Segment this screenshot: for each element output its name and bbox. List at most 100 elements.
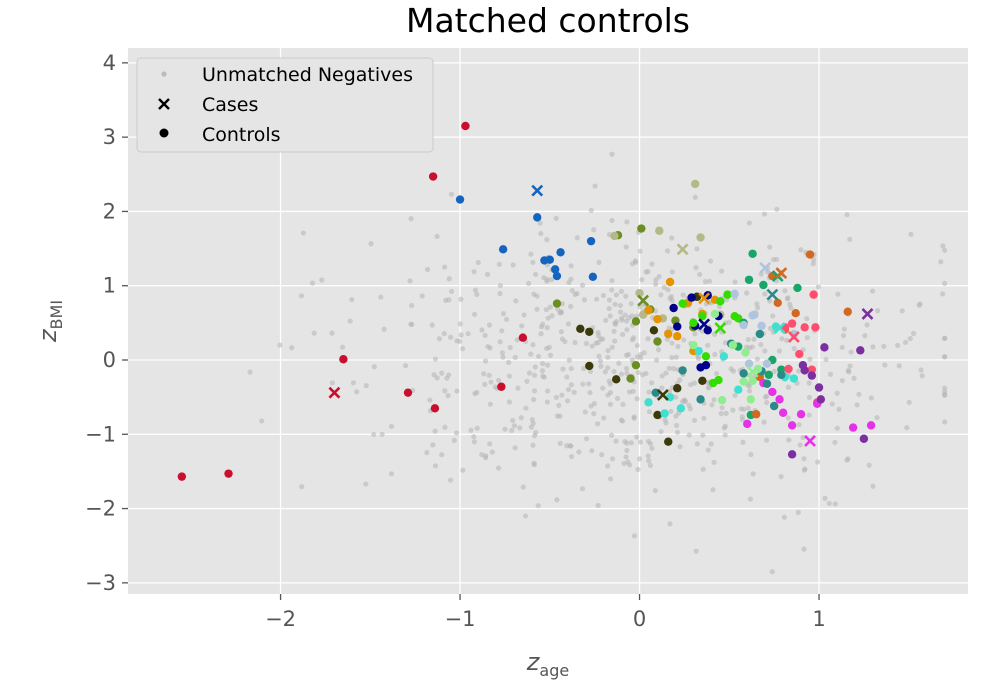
control-point — [552, 271, 562, 281]
unmatched-negative-point — [430, 442, 436, 448]
unmatched-negative-point — [595, 421, 601, 427]
control-point — [773, 298, 782, 307]
unmatched-negative-point — [623, 293, 629, 299]
unmatched-negative-point — [289, 345, 295, 351]
unmatched-negative-point — [942, 247, 948, 253]
unmatched-negative-point — [713, 371, 720, 377]
unmatched-negative-point — [479, 451, 485, 458]
unmatched-negative-point — [666, 365, 672, 371]
unmatched-negative-point — [881, 343, 887, 350]
unmatched-negative-point — [555, 306, 561, 312]
y-tick-label: 4 — [103, 51, 116, 75]
case-point — [328, 386, 341, 399]
unmatched-negative-point — [700, 466, 706, 472]
unmatched-negative-point — [730, 407, 736, 413]
unmatched-negative-point — [537, 220, 543, 226]
control-point — [784, 364, 793, 374]
unmatched-negative-point — [665, 287, 671, 293]
unmatched-negative-point — [674, 429, 681, 435]
control-point — [778, 408, 788, 417]
control-point — [664, 437, 673, 446]
unmatched-negative-point — [774, 206, 780, 212]
unmatched-negative-point — [534, 293, 540, 299]
control-point — [848, 423, 858, 432]
y-axis: −3 −2 −1 0 1 2 3 4 — [85, 51, 128, 595]
unmatched-negative-point — [895, 342, 901, 349]
unmatched-negative-point — [605, 392, 611, 398]
control-point — [690, 179, 700, 189]
unmatched-negative-point — [634, 396, 640, 402]
unmatched-negative-point — [896, 363, 902, 369]
legend-marker-cases — [158, 98, 170, 110]
unmatched-negative-point — [554, 497, 560, 503]
unmatched-negative-point — [649, 261, 655, 267]
unmatched-negative-point — [626, 389, 633, 395]
control-point — [673, 384, 682, 393]
unmatched-negative-point — [761, 211, 768, 217]
control-point — [430, 404, 440, 413]
unmatched-negative-point — [538, 324, 545, 330]
unmatched-negative-point — [743, 344, 750, 350]
unmatched-negative-point — [801, 546, 807, 552]
control-point — [762, 359, 772, 368]
control-point — [717, 395, 727, 405]
unmatched-negative-point — [488, 379, 494, 385]
legend-marker-unmatched — [161, 71, 167, 77]
unmatched-negative-point — [424, 266, 431, 273]
case-point — [531, 184, 544, 197]
unmatched-negative-point — [446, 276, 452, 282]
control-point — [556, 248, 565, 257]
unmatched-negative-point — [538, 331, 544, 337]
unmatched-negative-point — [518, 415, 524, 421]
unmatched-negative-point — [656, 273, 662, 280]
unmatched-negative-point — [589, 448, 595, 454]
control-point — [755, 329, 764, 339]
unmatched-negative-point — [663, 370, 669, 376]
unmatched-negative-point — [371, 364, 377, 370]
unmatched-negative-point — [695, 354, 701, 360]
unmatched-negative-point — [870, 344, 876, 350]
unmatched-negative-point — [629, 313, 635, 319]
unmatched-negative-point — [609, 277, 615, 284]
unmatched-negative-point — [460, 467, 466, 473]
control-point — [669, 303, 678, 313]
unmatched-negative-point — [609, 344, 615, 350]
unmatched-negative-point — [582, 409, 588, 415]
unmatched-negative-point — [434, 233, 440, 240]
unmatched-negative-point — [595, 339, 601, 345]
unmatched-negative-point — [778, 473, 784, 480]
unmatched-negative-point — [603, 317, 609, 323]
y-axis-label: zBMI — [34, 300, 66, 343]
unmatched-negative-point — [848, 349, 854, 355]
unmatched-negative-point — [623, 244, 629, 250]
unmatched-negative-point — [609, 456, 616, 462]
unmatched-negative-point — [796, 422, 802, 428]
control-point — [787, 319, 797, 328]
unmatched-negative-point — [841, 326, 847, 332]
control-point — [644, 306, 653, 315]
unmatched-negative-point — [701, 415, 707, 421]
unmatched-negative-point — [544, 325, 550, 331]
unmatched-negative-point — [579, 282, 586, 288]
unmatched-negative-point — [407, 278, 413, 284]
case-point — [766, 288, 779, 301]
unmatched-negative-point — [847, 363, 853, 369]
unmatched-negative-point — [686, 432, 692, 438]
unmatched-negative-point — [521, 312, 527, 318]
unmatched-negative-point — [623, 318, 630, 324]
unmatched-negative-point — [851, 375, 857, 381]
unmatched-negative-point — [329, 330, 335, 336]
unmatched-negative-point — [822, 495, 828, 501]
unmatched-negative-point — [868, 395, 875, 401]
unmatched-negative-point — [524, 378, 530, 384]
unmatched-negative-point — [899, 308, 905, 314]
unmatched-negative-point — [468, 427, 474, 433]
unmatched-negative-point — [471, 311, 478, 317]
unmatched-negative-point — [815, 459, 821, 465]
unmatched-negative-point — [512, 445, 518, 451]
control-point — [744, 275, 754, 284]
unmatched-negative-point — [785, 295, 791, 301]
control-point — [497, 382, 506, 391]
unmatched-negative-point — [408, 302, 415, 309]
unmatched-negative-point — [617, 309, 624, 315]
